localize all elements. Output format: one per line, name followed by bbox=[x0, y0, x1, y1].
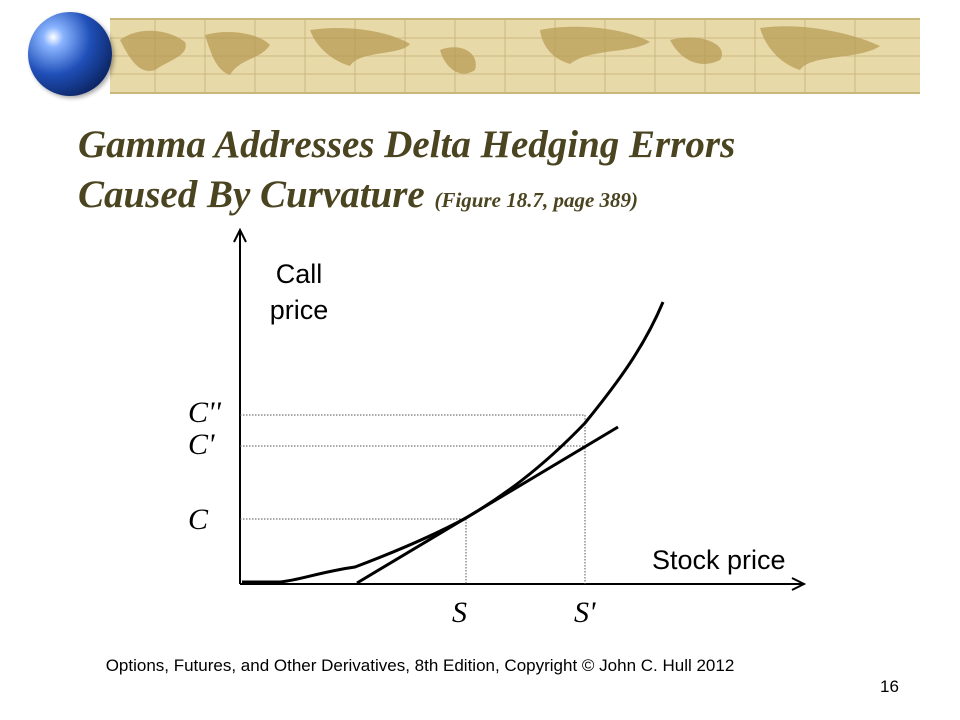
label-c-prime: C' bbox=[188, 428, 215, 461]
y-axis-label: Call price bbox=[258, 256, 340, 328]
page-number: 16 bbox=[880, 677, 899, 696]
x-axis-label: Stock price bbox=[652, 545, 786, 575]
footer-copyright: Options, Futures, and Other Derivatives,… bbox=[105, 656, 735, 675]
call-price-curve bbox=[242, 301, 665, 584]
delta-tangent-line bbox=[356, 425, 619, 585]
y-axis-label-line-1: Call bbox=[275, 259, 323, 289]
title-line-2: Caused By Curvature (Figure 18.7, page 3… bbox=[78, 170, 938, 225]
label-s-prime: S' bbox=[574, 596, 596, 629]
title-line-1: Gamma Addresses Delta Hedging Errors bbox=[78, 123, 736, 166]
title-line-2-text: Caused By Curvature bbox=[78, 173, 425, 216]
label-s: S bbox=[452, 596, 467, 629]
y-axis-label-line-2: price bbox=[269, 295, 329, 325]
globe-logo-icon bbox=[28, 12, 112, 96]
label-c: C bbox=[188, 503, 209, 536]
y-axis-arrow-icon bbox=[233, 227, 247, 243]
slide-title: Gamma Addresses Delta Hedging Errors Cau… bbox=[78, 120, 938, 225]
label-c-double-prime: C'' bbox=[188, 396, 221, 429]
x-axis-arrow-icon bbox=[791, 577, 807, 591]
world-map-band bbox=[110, 20, 920, 92]
figure-reference: (Figure 18.7, page 389) bbox=[434, 188, 639, 212]
header-band bbox=[110, 18, 920, 94]
